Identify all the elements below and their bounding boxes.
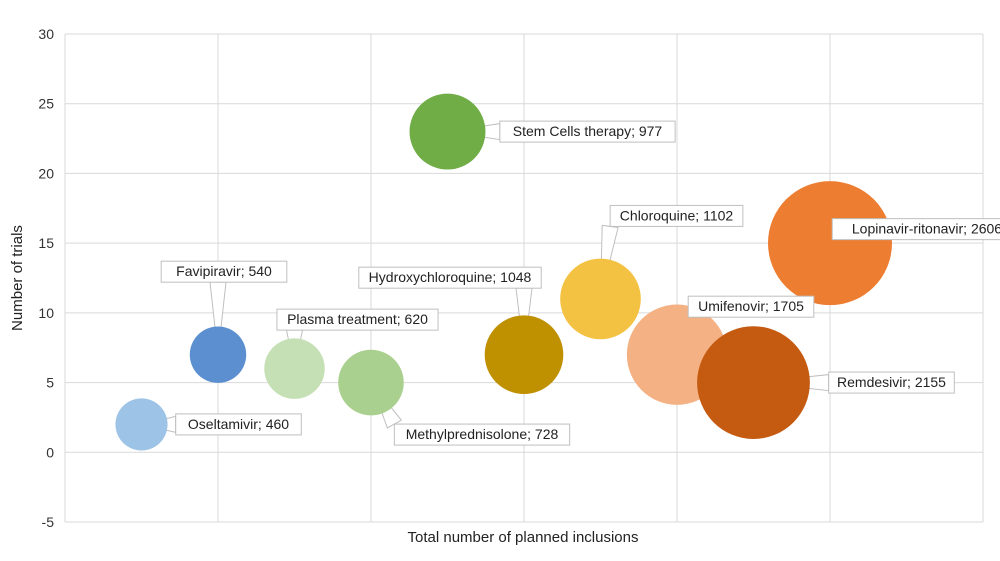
bubble-label: Remdesivir; 2155: [837, 374, 946, 390]
bubble: [409, 93, 486, 170]
bubble: [115, 398, 168, 451]
bubble-label: Methylprednisolone; 728: [406, 426, 559, 442]
y-tick-label: 25: [38, 96, 54, 112]
bubble-label: Oseltamivir; 460: [188, 416, 289, 432]
bubble: [189, 326, 247, 383]
callout-box: [831, 218, 1000, 241]
bubble: [484, 315, 564, 395]
y-tick-label: 15: [38, 235, 54, 251]
y-tick-label: 5: [46, 375, 54, 391]
bubble-label: Lopinavir-ritonavir; 2606: [852, 221, 1000, 237]
bubble: [264, 338, 325, 399]
callout-box: [175, 413, 302, 436]
bubble-label: Hydroxychloroquine; 1048: [369, 269, 532, 285]
callout-box: [276, 308, 439, 331]
y-tick-label: 0: [46, 444, 54, 460]
y-tick-label: 10: [38, 305, 54, 321]
callout-box: [499, 120, 676, 143]
y-tick-label: 20: [38, 165, 54, 181]
x-axis-title: Total number of planned inclusions: [408, 529, 639, 546]
callout-box: [828, 371, 955, 394]
callout-box: [609, 204, 744, 227]
bubble-label: Umifenovir; 1705: [698, 298, 804, 314]
bubble-label: Favipiravir; 540: [176, 263, 272, 279]
callout-box: [160, 260, 288, 283]
callout-labels: Oseltamivir; 460 Favipiravir; 540 Plasma t…: [160, 120, 1000, 446]
callout-box: [687, 295, 815, 318]
bubble: [560, 258, 641, 340]
bubbles: [115, 93, 892, 451]
bubble-label: Plasma treatment; 620: [287, 311, 428, 327]
y-axis-title: Number of trials: [9, 225, 26, 331]
callout-box: [393, 423, 571, 446]
bubble-label: Chloroquine; 1102: [620, 207, 734, 223]
bubble: [768, 181, 892, 306]
bubble: [697, 326, 810, 439]
y-tick-label: -5: [42, 514, 55, 530]
bubble-label: Stem Cells therapy; 977: [513, 123, 663, 139]
y-tick-labels: -5 0 5 10 15 20 25 30: [38, 26, 54, 530]
y-tick-label: 30: [38, 26, 54, 42]
bubble: [338, 349, 404, 416]
callout-box: [358, 266, 542, 289]
